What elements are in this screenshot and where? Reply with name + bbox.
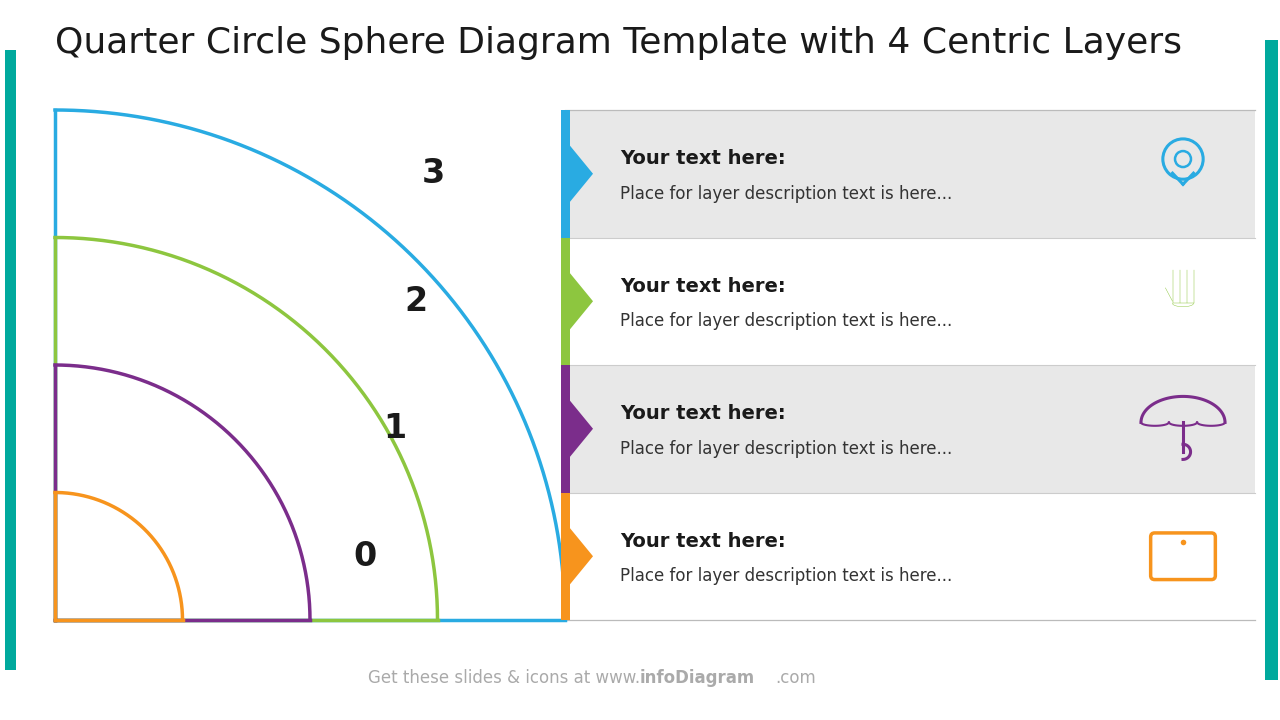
Bar	[561, 492, 570, 620]
Text: Your text here:: Your text here:	[620, 276, 786, 296]
Polygon shape	[570, 145, 593, 202]
Text: Place for layer description text is here...: Place for layer description text is here…	[620, 567, 952, 585]
Bar	[561, 365, 570, 492]
Text: Your text here:: Your text here:	[620, 149, 786, 168]
Text: Place for layer description text is here...: Place for layer description text is here…	[620, 312, 952, 330]
Bar	[564, 238, 1254, 365]
Bar	[561, 110, 570, 238]
Text: 2: 2	[404, 284, 428, 318]
Text: 0: 0	[353, 540, 376, 572]
Polygon shape	[570, 401, 593, 456]
Text: 3: 3	[422, 157, 445, 190]
Bar	[564, 110, 1254, 238]
Text: Place for layer description text is here...: Place for layer description text is here…	[620, 185, 952, 203]
Bar	[564, 492, 1254, 620]
Bar	[564, 365, 1254, 492]
Text: .com: .com	[774, 669, 815, 687]
Text: Your text here:: Your text here:	[620, 404, 786, 423]
Text: 1: 1	[383, 413, 406, 445]
Text: infoDiagram: infoDiagram	[640, 669, 755, 687]
Polygon shape	[570, 528, 593, 585]
Text: Quarter Circle Sphere Diagram Template with 4 Centric Layers: Quarter Circle Sphere Diagram Template w…	[55, 26, 1181, 60]
Bar	[1265, 40, 1277, 680]
Bar	[5, 50, 15, 670]
Text: Your text here:: Your text here:	[620, 532, 786, 551]
Text: Get these slides & icons at www.: Get these slides & icons at www.	[367, 669, 640, 687]
Polygon shape	[570, 273, 593, 329]
Text: Place for layer description text is here...: Place for layer description text is here…	[620, 440, 952, 458]
Bar	[561, 238, 570, 365]
